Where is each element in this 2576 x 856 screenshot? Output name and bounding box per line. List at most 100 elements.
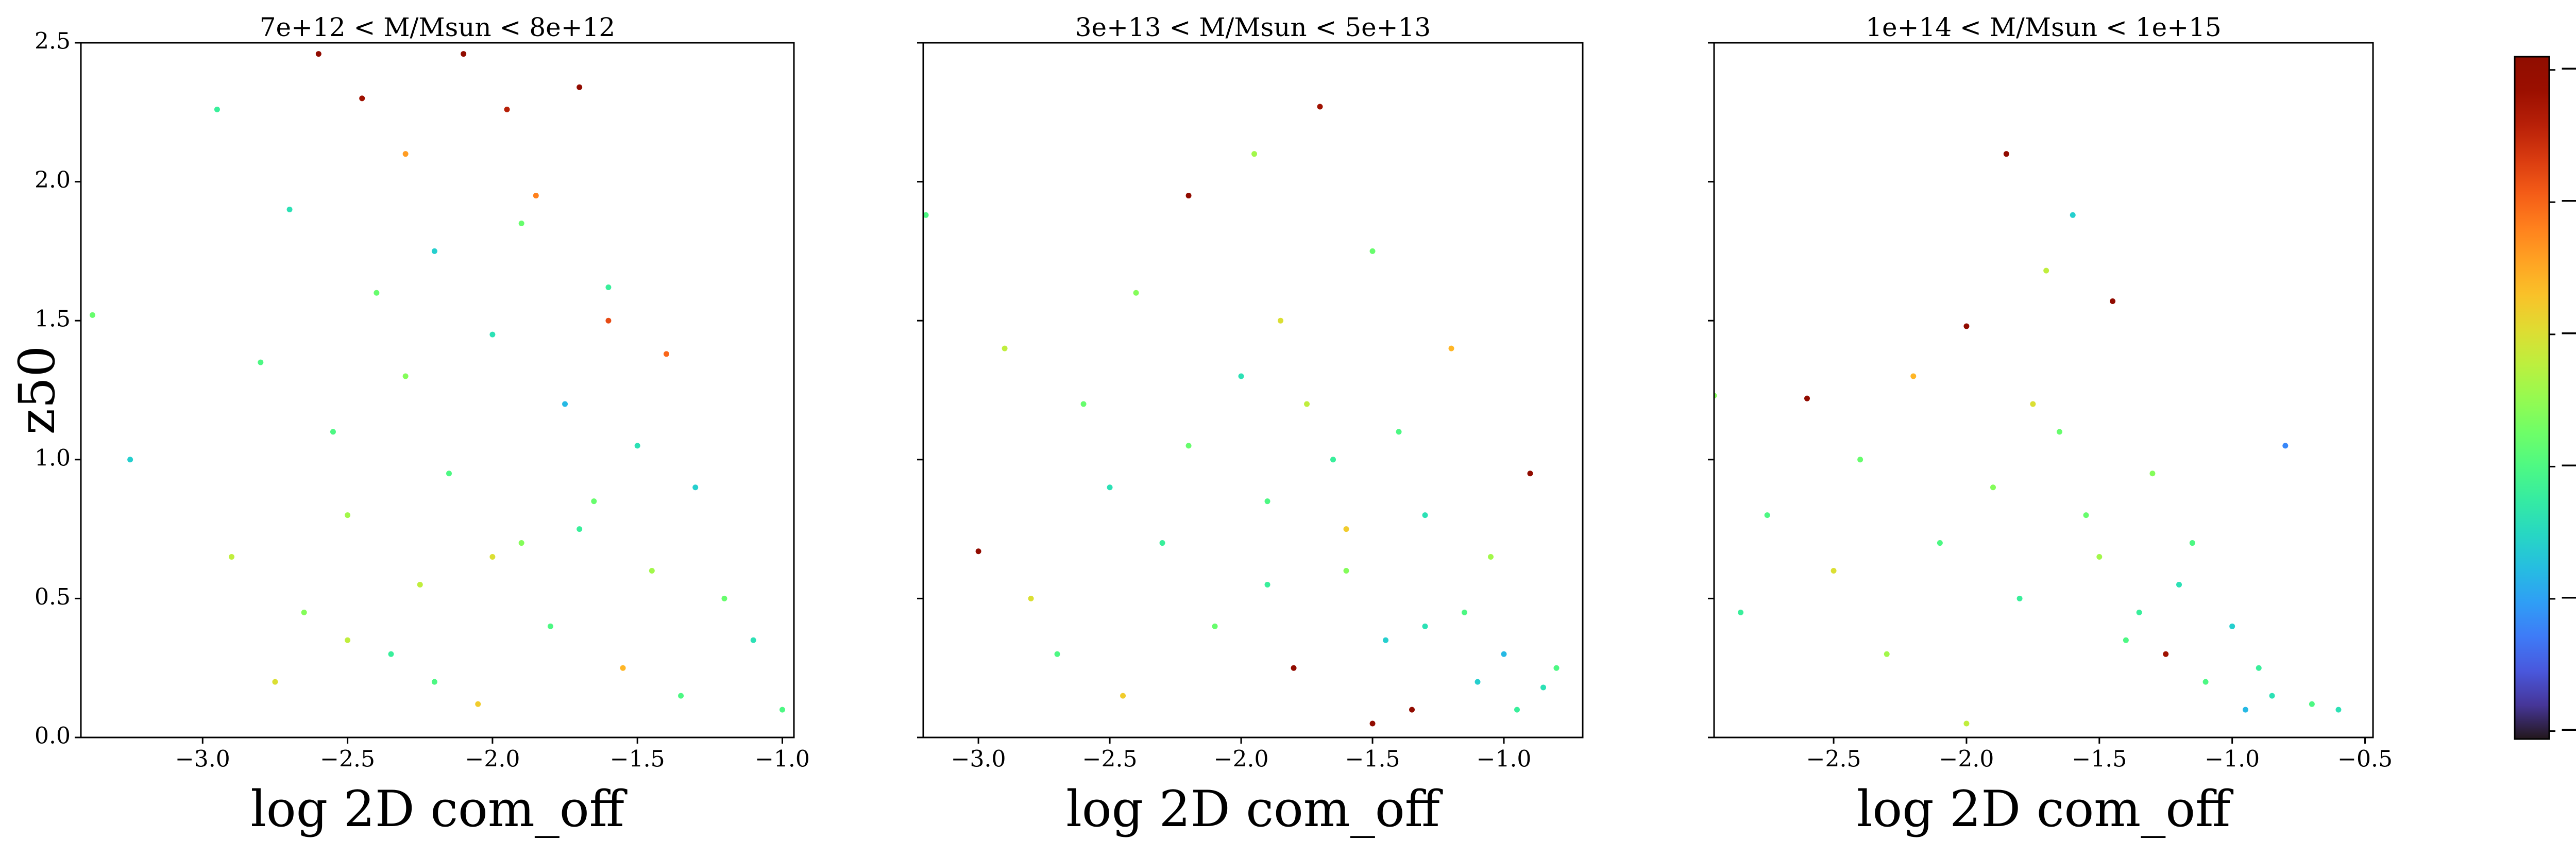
point <box>577 526 583 532</box>
point <box>345 637 351 643</box>
panel-title: 3e+13 < M/Msun < 5e+13 <box>1075 12 1431 42</box>
point <box>2269 693 2275 699</box>
point <box>489 331 496 338</box>
point <box>2016 595 2023 601</box>
point <box>2163 651 2169 657</box>
x-tick-label: −2.0 <box>1939 746 1994 773</box>
point <box>2070 212 2076 218</box>
point <box>2136 609 2142 615</box>
y-tick-label: 1.0 <box>35 445 71 471</box>
axes-frame <box>922 42 1584 738</box>
point <box>1527 471 1533 477</box>
point <box>975 548 981 555</box>
colorbar-tick-label: −11.0 <box>2560 452 2576 478</box>
point <box>1884 651 1890 657</box>
x-tick-label: −2.0 <box>1214 746 1269 773</box>
point <box>923 212 929 218</box>
point <box>2176 581 2182 588</box>
point <box>1501 651 1507 657</box>
point <box>345 512 351 518</box>
point <box>1738 609 1744 615</box>
point <box>2229 623 2235 629</box>
x-axis-label: log 2D com_off <box>1066 780 1443 838</box>
point <box>2189 540 2195 546</box>
point <box>1120 693 1126 699</box>
point <box>2056 429 2062 435</box>
point <box>1422 512 1428 518</box>
point <box>1185 193 1192 199</box>
point <box>1304 401 1310 407</box>
point <box>1553 665 1560 671</box>
colorbar <box>2514 56 2550 740</box>
points <box>90 51 785 713</box>
point <box>1422 623 1428 629</box>
y-tick-label: 2.5 <box>35 28 71 55</box>
x-tick-label: −3.0 <box>175 746 230 773</box>
point <box>750 637 756 643</box>
point <box>1383 637 1389 643</box>
point <box>504 106 510 112</box>
point <box>1212 623 1218 629</box>
x-tick-label: −2.0 <box>465 746 520 773</box>
point <box>605 284 612 290</box>
point <box>272 679 278 685</box>
point <box>2123 637 2129 643</box>
point <box>1937 540 1943 546</box>
point <box>2309 701 2315 707</box>
y-tick-label: 2.0 <box>35 167 71 193</box>
point <box>2256 665 2262 671</box>
colorbar-tick-label: −9.5 <box>2560 55 2576 81</box>
x-tick-label: −3.0 <box>951 746 1006 773</box>
point <box>649 567 655 574</box>
x-tick-label: −2.5 <box>1082 746 1138 773</box>
colorbar-tick-label: −12.0 <box>2560 716 2576 743</box>
point <box>2043 267 2049 274</box>
point <box>1990 484 1996 491</box>
point <box>1804 395 1810 401</box>
point <box>388 651 394 657</box>
panel-title: 7e+12 < M/Msun < 8e+12 <box>260 12 616 42</box>
x-tick-label: −2.5 <box>1806 746 1861 773</box>
point <box>417 581 423 588</box>
point <box>461 51 467 57</box>
point <box>1330 457 1336 463</box>
point <box>1369 720 1376 727</box>
x-tick-label: −2.5 <box>320 746 375 773</box>
x-tick-label: −1.0 <box>1477 746 1532 773</box>
point <box>1343 567 1349 574</box>
point <box>431 679 437 685</box>
point <box>1159 540 1165 546</box>
y-tick-label: 0.5 <box>35 584 71 610</box>
point <box>90 312 96 318</box>
x-tick-label: −1.0 <box>2205 746 2260 773</box>
y-axis-label: z50 <box>8 346 66 435</box>
point <box>127 457 133 463</box>
point <box>2110 298 2116 304</box>
point <box>2149 471 2156 477</box>
point <box>678 693 684 699</box>
x-tick-label: −1.0 <box>755 746 810 773</box>
point <box>2282 443 2289 449</box>
point <box>2003 151 2009 157</box>
points <box>923 104 1560 727</box>
x-tick-label: −0.5 <box>2337 746 2393 773</box>
x-tick-label: −1.5 <box>610 746 665 773</box>
point <box>1251 151 1258 157</box>
point <box>1028 595 1034 601</box>
colorbar-tick-label: −11.5 <box>2560 584 2576 611</box>
point <box>2083 512 2089 518</box>
point <box>663 351 669 357</box>
point <box>1080 401 1087 407</box>
point <box>533 193 539 199</box>
colorbar-tick-label: −10.0 <box>2560 188 2576 214</box>
point <box>2335 707 2342 713</box>
point <box>301 609 307 615</box>
point <box>577 84 583 90</box>
point <box>1540 684 1547 691</box>
point <box>1396 429 1402 435</box>
point <box>1369 248 1376 254</box>
point <box>1831 567 1837 574</box>
point <box>692 484 699 491</box>
point <box>721 595 727 601</box>
point <box>1475 679 1481 685</box>
